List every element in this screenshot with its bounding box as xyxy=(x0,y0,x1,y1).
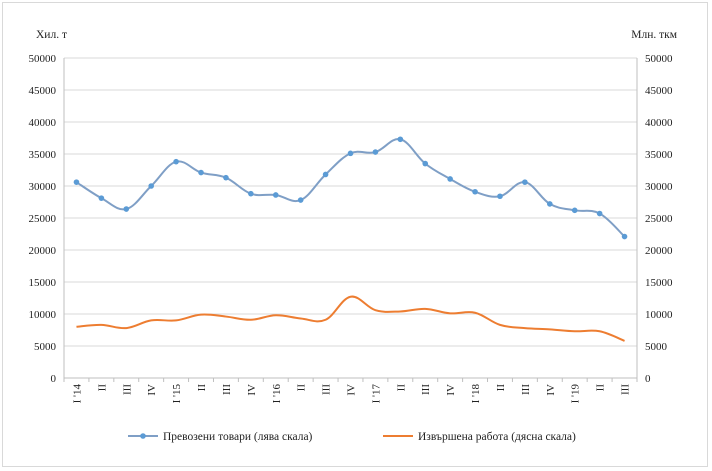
x-tick-label: III xyxy=(221,384,233,395)
x-tick-label: IV xyxy=(146,384,158,396)
data-point-series-1 xyxy=(272,192,279,198)
y-tick-label-left: 50000 xyxy=(29,53,57,65)
y-tick-label-left: 25000 xyxy=(29,213,57,225)
data-point-series-1 xyxy=(472,188,478,195)
right-axis-unit: Млн. ткм xyxy=(631,29,677,41)
chart-frame xyxy=(2,2,708,467)
data-point-series-1 xyxy=(422,160,429,167)
y-tick-label-left: 30000 xyxy=(29,181,57,193)
y-tick-label-left: 15000 xyxy=(29,277,57,289)
x-tick-label: III xyxy=(121,384,133,395)
y-tick-label-left: 5000 xyxy=(34,341,57,353)
y-tick-label-right: 35000 xyxy=(645,149,673,161)
y-tick-label-left: 0 xyxy=(51,373,57,385)
data-point-series-1 xyxy=(596,210,603,217)
y-tick-label-left: 20000 xyxy=(29,245,57,257)
x-tick-label: I '18 xyxy=(470,384,482,404)
x-tick-label: III xyxy=(620,384,632,395)
y-tick-label-right: 15000 xyxy=(645,277,673,289)
x-tick-label: III xyxy=(321,384,333,395)
x-tick-label: I '19 xyxy=(570,384,582,404)
y-tick-label-left: 45000 xyxy=(29,85,57,97)
data-point-series-1 xyxy=(322,171,329,178)
x-tick-label: II xyxy=(96,384,108,392)
data-point-series-1 xyxy=(522,179,528,185)
y-tick-label-right: 45000 xyxy=(645,85,673,97)
x-tick-label: II xyxy=(595,384,607,392)
x-tick-label: III xyxy=(520,384,532,395)
y-tick-label-right: 10000 xyxy=(645,309,673,321)
tick-labels: 0 0 5000 5000 10000 10000 15000 15000 20000 20000… xyxy=(29,53,674,403)
data-point-series-1 xyxy=(372,149,379,155)
data-point-series-1 xyxy=(347,150,354,157)
x-tick-label: I '17 xyxy=(370,384,382,404)
legend-label-series-2: Извършена работа (дясна скала) xyxy=(418,431,576,443)
series-line-2 xyxy=(76,295,625,342)
y-tick-label-right: 50000 xyxy=(645,53,673,65)
y-tick-label-right: 25000 xyxy=(645,213,673,225)
data-point-series-1 xyxy=(571,207,578,214)
x-tick-label: IV xyxy=(346,384,358,396)
legend-label-series-1: Превозени товари (лява скала) xyxy=(163,431,313,443)
data-point-series-1 xyxy=(198,169,204,176)
data-point-series-1 xyxy=(98,195,105,201)
x-tick-label: I '16 xyxy=(271,384,283,404)
y-tick-label-right: 30000 xyxy=(645,181,673,193)
y-tick-label-right: 0 xyxy=(645,373,651,385)
x-tick-label: II xyxy=(395,384,407,392)
y-tick-label-right: 40000 xyxy=(645,117,673,129)
y-tick-label-left: 40000 xyxy=(29,117,57,129)
data-point-series-1 xyxy=(447,176,453,182)
x-tick-label: II xyxy=(495,384,507,392)
data-point-series-1 xyxy=(123,206,130,212)
data-point-series-1 xyxy=(148,183,154,189)
y-tick-label-left: 10000 xyxy=(29,309,57,321)
data-point-series-1 xyxy=(223,174,229,181)
legend-marker-series-1 xyxy=(140,433,146,439)
y-tick-label-right: 20000 xyxy=(645,245,673,257)
data-point-series-1 xyxy=(497,193,503,200)
x-tick-label: IV xyxy=(445,384,457,396)
data-point-series-1 xyxy=(547,201,553,207)
x-tick-label: II xyxy=(296,384,308,392)
x-tick-label: I '15 xyxy=(171,384,183,404)
x-tick-label: III xyxy=(420,384,432,395)
legend: Превозени товари (лява скала) Извършена … xyxy=(128,431,576,443)
data-point-series-1 xyxy=(173,158,179,165)
y-tick-label-left: 35000 xyxy=(29,149,57,161)
data-point-series-1 xyxy=(248,190,254,197)
series-lines xyxy=(73,136,628,342)
x-tick-label: IV xyxy=(246,384,258,396)
axes xyxy=(63,58,638,382)
data-point-series-1 xyxy=(73,179,80,185)
x-tick-label: II xyxy=(196,384,208,392)
data-point-series-1 xyxy=(397,136,404,143)
left-axis-unit: Хил. т xyxy=(36,29,67,41)
data-point-series-1 xyxy=(621,233,628,240)
y-tick-label-right: 5000 xyxy=(645,341,668,353)
x-tick-label: I '14 xyxy=(71,384,83,404)
data-point-series-1 xyxy=(297,197,304,203)
x-tick-label: IV xyxy=(545,384,557,396)
gridlines xyxy=(64,57,637,347)
